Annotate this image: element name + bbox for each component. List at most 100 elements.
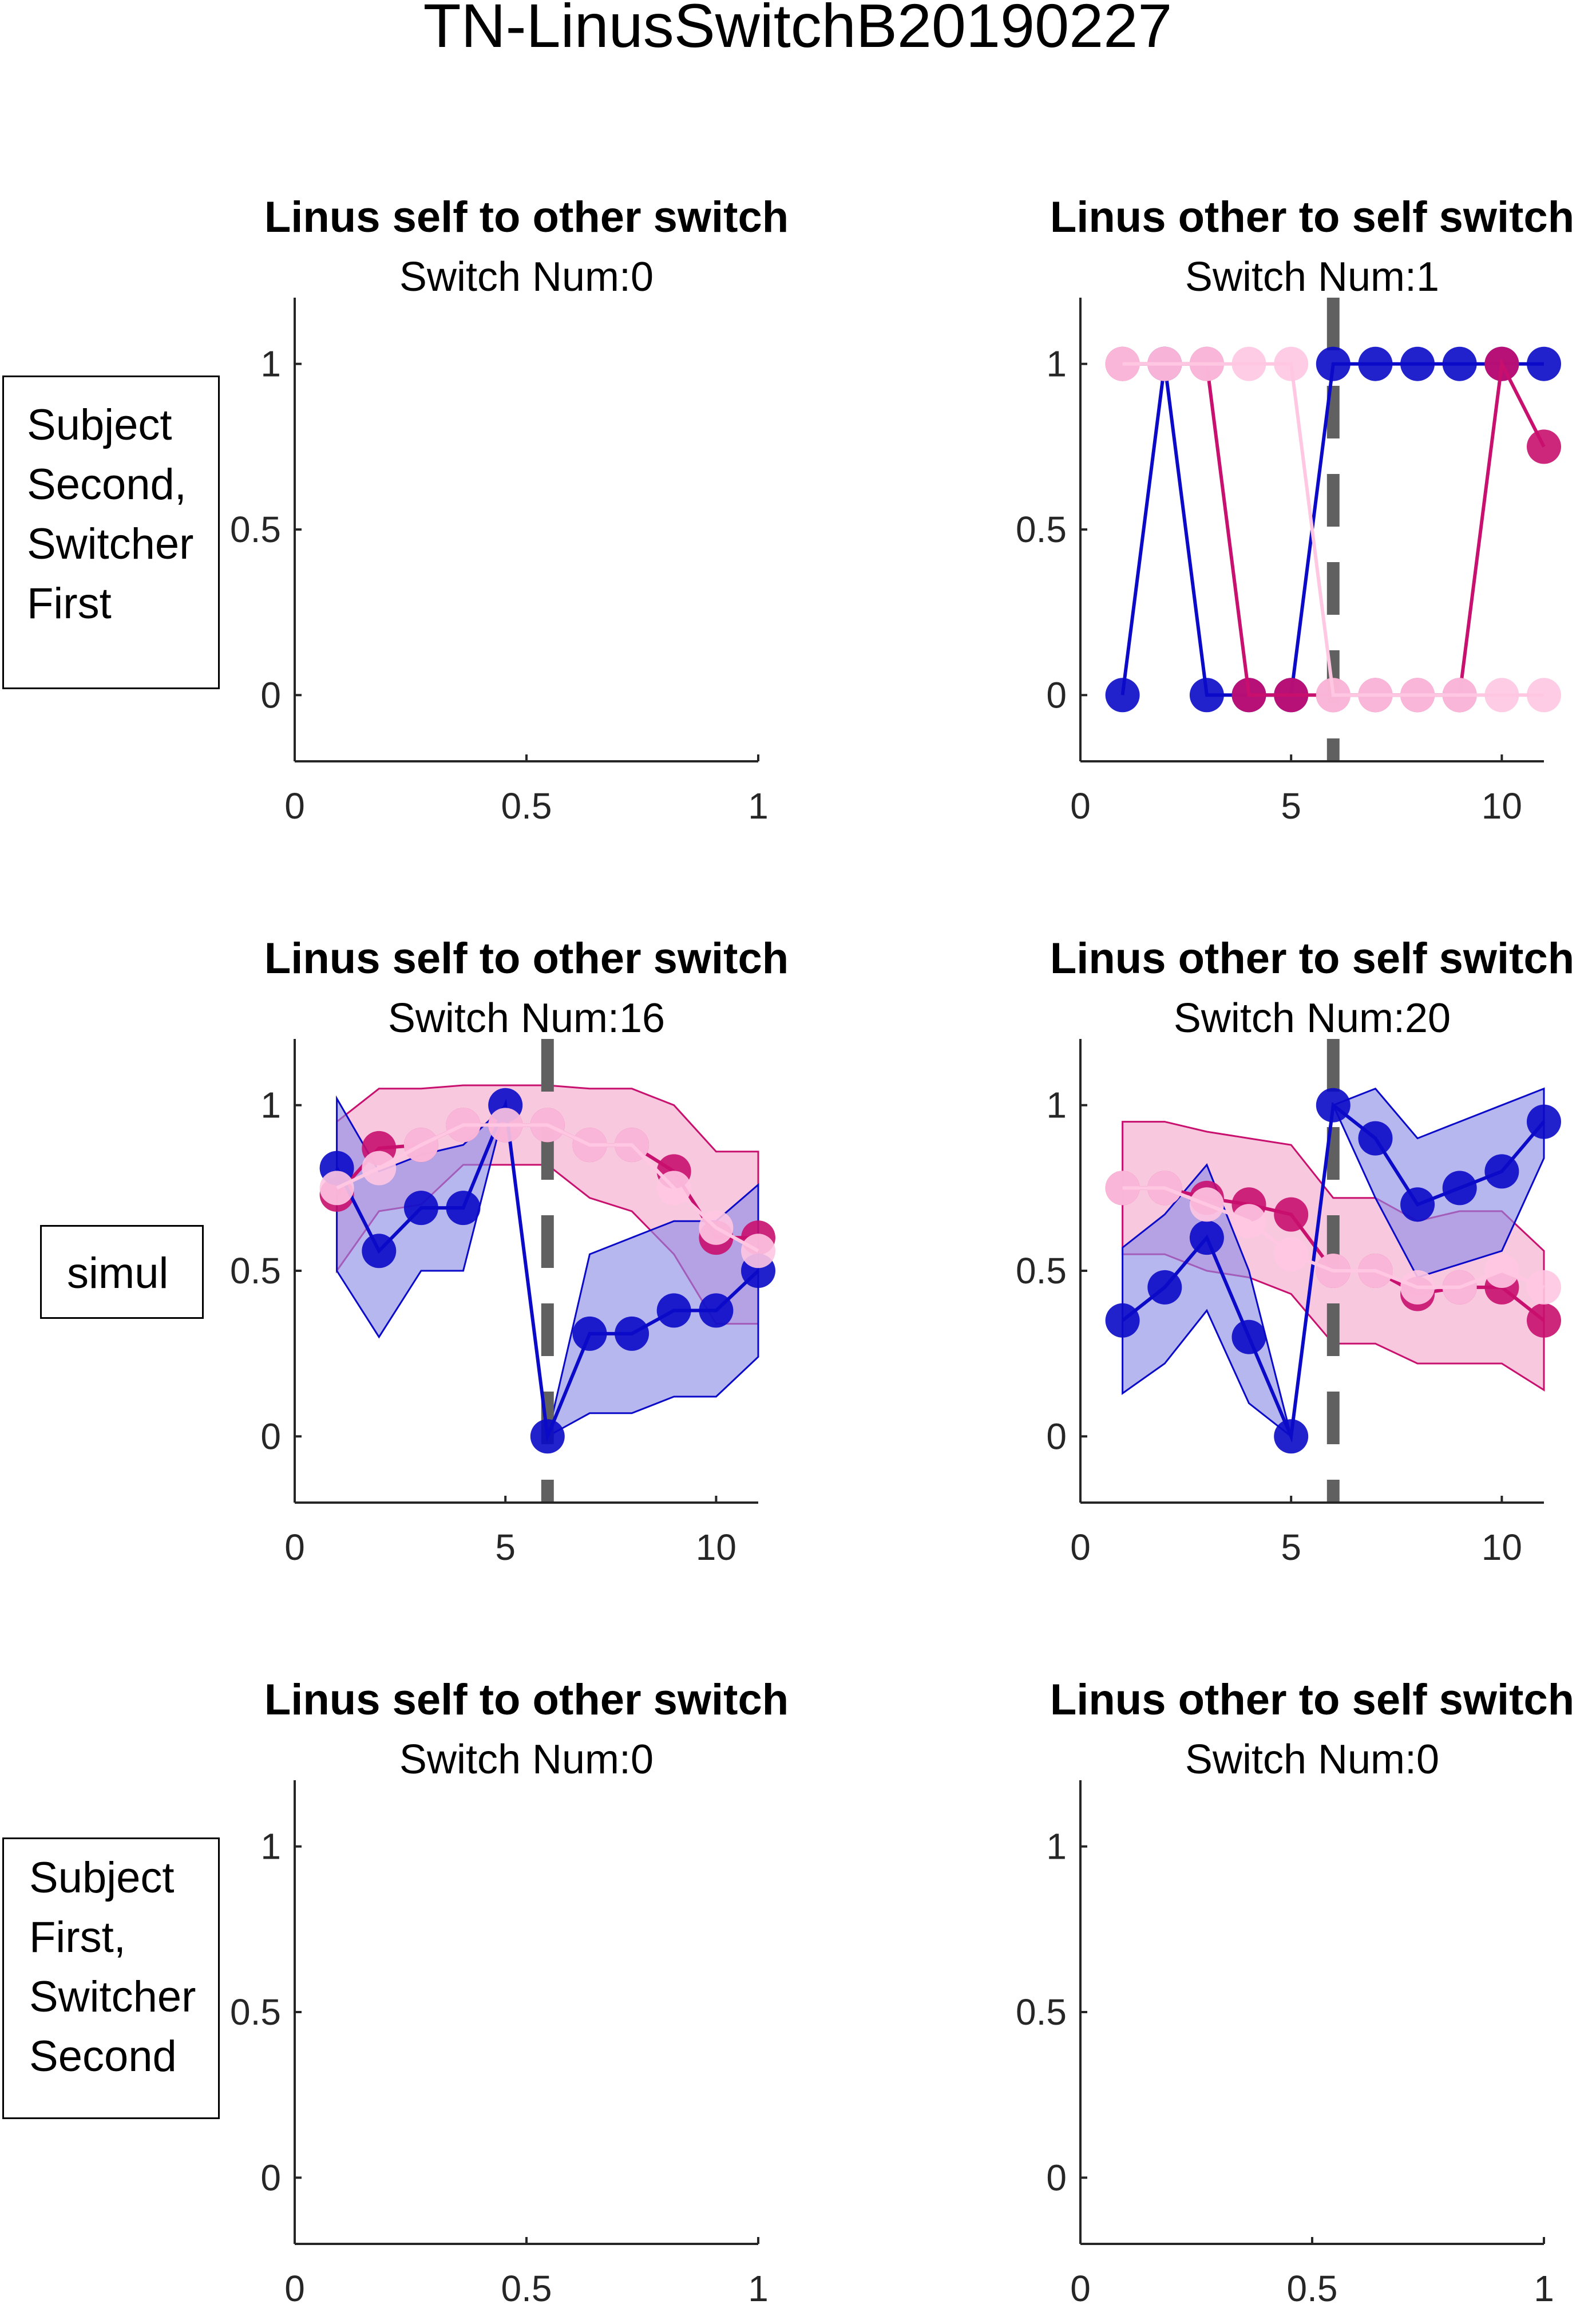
data-point xyxy=(1316,1088,1351,1123)
y-tick-label: 1 xyxy=(260,1826,281,1867)
x-tick-label: 0 xyxy=(284,785,305,827)
data-point xyxy=(1527,1303,1561,1338)
data-point xyxy=(1442,1171,1477,1206)
x-tick-label: 1 xyxy=(748,2268,769,2304)
data-point xyxy=(446,1191,481,1226)
data-point xyxy=(699,1293,734,1328)
data-point xyxy=(1527,678,1561,713)
data-point xyxy=(1358,1254,1393,1288)
data-point xyxy=(1316,346,1351,381)
x-tick-label: 0.5 xyxy=(501,2268,552,2304)
chart-title: Linus other to self switch xyxy=(1050,934,1574,983)
data-point xyxy=(1442,346,1477,381)
chart-subtitle: Switch Num:1 xyxy=(1185,254,1439,300)
data-point xyxy=(1527,1270,1561,1305)
data-point xyxy=(319,1171,354,1206)
row-label-line: Second, xyxy=(27,460,187,509)
data-point xyxy=(488,1108,523,1143)
x-tick-label: 5 xyxy=(1281,1527,1301,1568)
row-label-line: First xyxy=(27,579,112,628)
data-point xyxy=(1400,1187,1435,1222)
chart-subtitle: Switch Num:0 xyxy=(399,1737,654,1783)
row-label-subject-first: Subject First, Switcher Second xyxy=(2,1837,220,2119)
chart-title: Linus self to other switch xyxy=(264,1675,789,1724)
x-tick-label: 1 xyxy=(1534,2268,1554,2304)
chart-panel: Linus other to self switch Switch Num:1 0 5… xyxy=(1016,193,1574,827)
x-tick-label: 5 xyxy=(1281,785,1301,827)
data-point xyxy=(1527,1104,1561,1139)
chart-subtitle: Switch Num:16 xyxy=(388,995,665,1041)
confidence-band xyxy=(1122,1087,1545,1438)
row-label-subject-second: Subject Second, Switcher First xyxy=(2,376,220,689)
y-tick-label: 0 xyxy=(1046,674,1067,716)
data-point xyxy=(1274,1197,1309,1232)
data-point xyxy=(1527,429,1561,464)
data-point xyxy=(1231,678,1266,713)
y-tick-label: 1 xyxy=(260,343,281,385)
chart-panel: Linus self to other switch Switch Num:0 0 0… xyxy=(230,193,789,827)
data-point xyxy=(1189,1220,1224,1255)
data-point xyxy=(1231,1319,1266,1354)
data-point xyxy=(615,1128,650,1163)
y-tick-label: 0.5 xyxy=(1016,1250,1067,1291)
data-point xyxy=(1147,346,1182,381)
data-point xyxy=(1189,346,1224,381)
chart-panel: Linus self to other switch Switch Num:16 0… xyxy=(230,934,789,1568)
chart-title: Linus other to self switch xyxy=(1050,1675,1574,1724)
data-point xyxy=(1442,678,1477,713)
data-point xyxy=(1231,346,1266,381)
chart-panel: Linus self to other switch Switch Num:0 0 0… xyxy=(230,1675,789,2304)
chart-title: Linus self to other switch xyxy=(264,934,789,983)
data-point xyxy=(572,1128,607,1163)
data-point xyxy=(1189,678,1224,713)
panels: Linus self to other switch Switch Num:0 0 0… xyxy=(230,193,1574,2304)
x-tick-label: 10 xyxy=(696,1527,736,1568)
data-point xyxy=(1274,1237,1309,1272)
y-tick-label: 0.5 xyxy=(1016,1991,1067,2033)
data-point xyxy=(1400,346,1435,381)
x-tick-label: 0.5 xyxy=(1287,2268,1338,2304)
data-point xyxy=(1105,1171,1140,1206)
y-tick-label: 1 xyxy=(1046,343,1067,385)
row-label-line: Subject xyxy=(29,1854,175,1902)
data-point xyxy=(1484,678,1519,713)
data-point xyxy=(1231,1204,1266,1239)
row-label-line: simul xyxy=(67,1249,169,1298)
row-label-line: Switcher xyxy=(29,1973,196,2021)
data-point xyxy=(741,1234,775,1268)
y-tick-label: 0 xyxy=(1046,2157,1067,2198)
data-point xyxy=(1442,1270,1477,1305)
chart-subtitle: Switch Num:0 xyxy=(1185,1737,1439,1783)
data-point xyxy=(403,1191,438,1226)
y-tick-label: 0 xyxy=(260,2157,281,2198)
chart-title: Linus self to other switch xyxy=(264,193,789,242)
chart-subtitle: Switch Num:20 xyxy=(1174,995,1451,1041)
x-tick-label: 0 xyxy=(284,2268,305,2304)
data-point xyxy=(1400,678,1435,713)
x-tick-label: 0 xyxy=(1070,785,1091,827)
data-point xyxy=(1527,346,1561,381)
y-tick-label: 1 xyxy=(1046,1826,1067,1867)
chart-title: Linus other to self switch xyxy=(1050,193,1574,242)
data-point xyxy=(699,1210,734,1245)
y-tick-label: 0.5 xyxy=(1016,509,1067,550)
row-label-line: Subject xyxy=(27,401,172,449)
x-tick-label: 10 xyxy=(1482,785,1522,827)
x-tick-label: 10 xyxy=(1482,1527,1522,1568)
y-tick-label: 0.5 xyxy=(230,509,281,550)
y-tick-label: 1 xyxy=(1046,1085,1067,1126)
data-point xyxy=(656,1171,691,1206)
data-point xyxy=(615,1316,650,1351)
data-point xyxy=(446,1108,481,1143)
chart-subtitle: Switch Num:0 xyxy=(399,254,654,300)
data-point xyxy=(1105,346,1140,381)
data-point xyxy=(1358,678,1393,713)
x-tick-label: 0.5 xyxy=(501,785,552,827)
y-tick-label: 0.5 xyxy=(230,1250,281,1291)
data-point xyxy=(530,1419,565,1454)
data-point xyxy=(656,1293,691,1328)
y-tick-label: 1 xyxy=(260,1085,281,1126)
y-tick-label: 0 xyxy=(1046,1416,1067,1457)
data-point xyxy=(362,1234,397,1268)
